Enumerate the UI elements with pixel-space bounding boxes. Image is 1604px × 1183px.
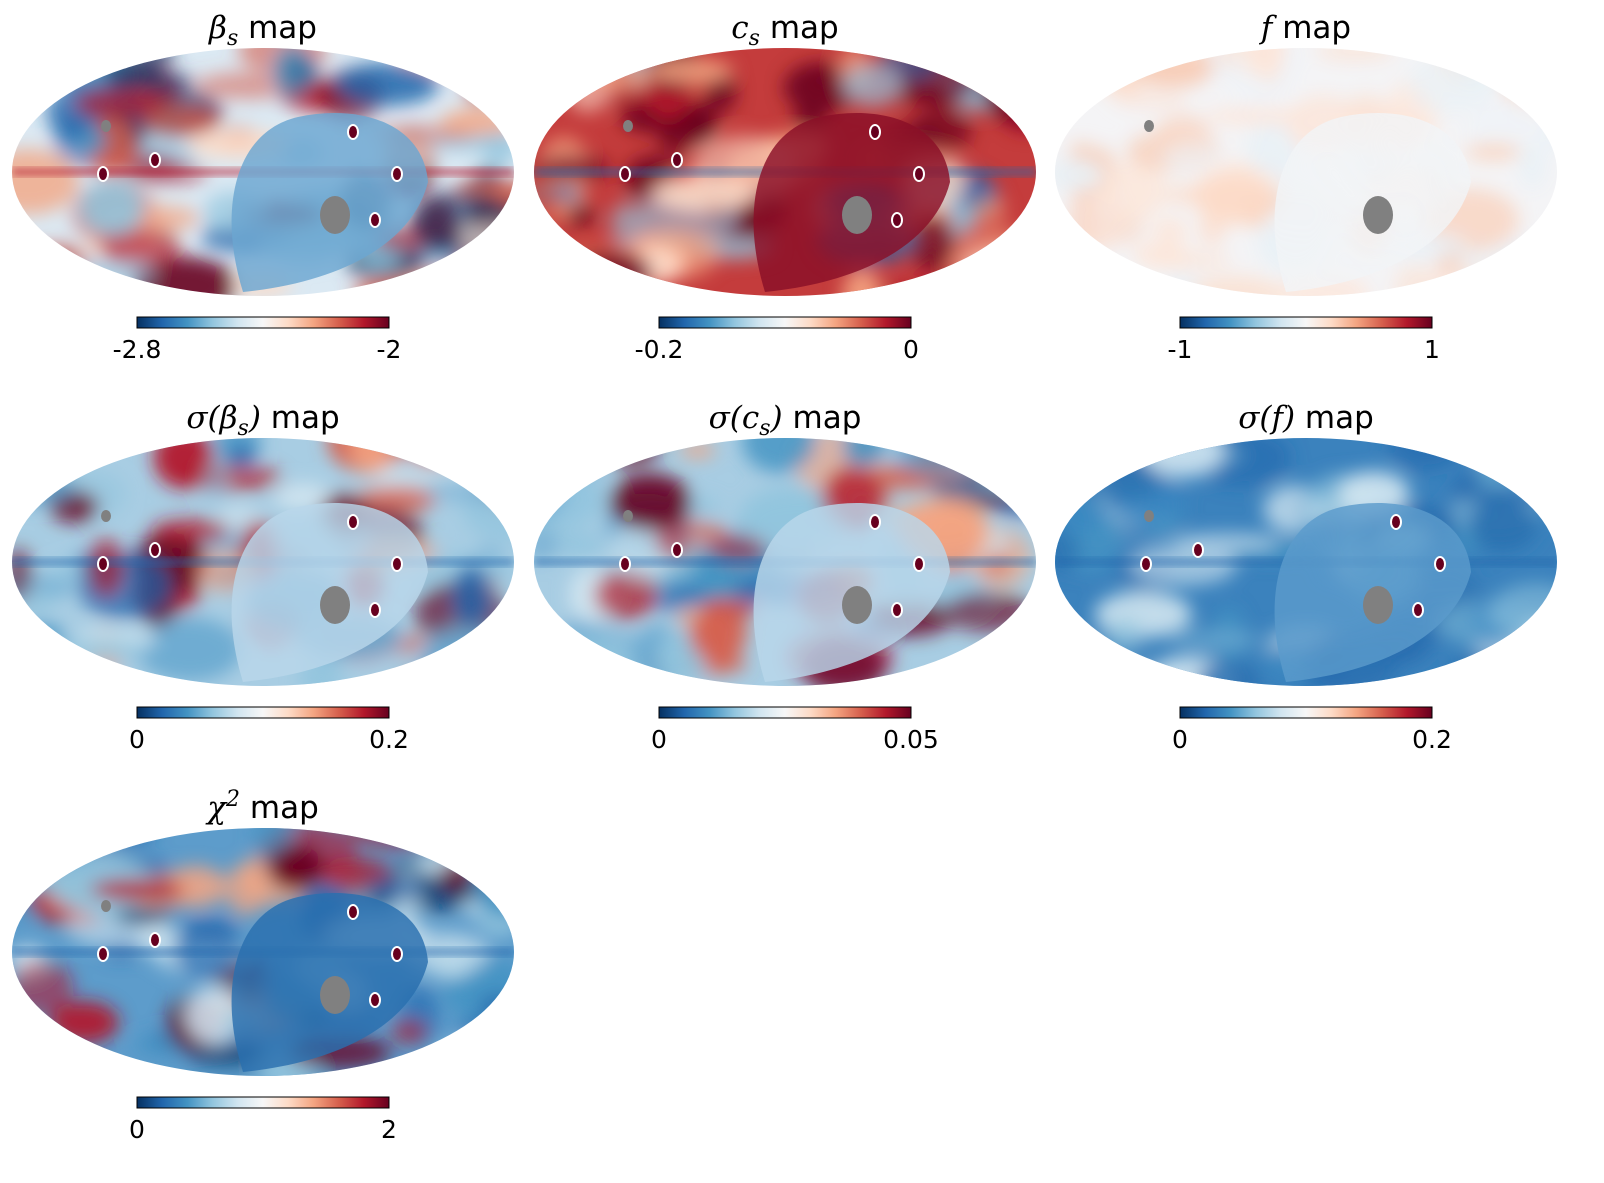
masked-region <box>320 196 350 234</box>
sky-map <box>1055 438 1557 686</box>
panel-title: σ(cs) map <box>709 400 862 441</box>
masked-region <box>842 586 872 624</box>
sky-map <box>12 828 514 1076</box>
colorbar <box>136 706 390 719</box>
masked-region-small <box>101 120 111 132</box>
colorbar-min-label: -1 <box>1168 335 1193 364</box>
panel-title: χ2 map <box>205 787 319 826</box>
panel-title: σ(f) map <box>1238 400 1374 436</box>
panel-title: f map <box>1259 10 1351 46</box>
map-panel-c_s: cs map -0.2 0 <box>534 10 1036 364</box>
masked-region-small <box>101 900 111 912</box>
panel-title: σ(βs) map <box>186 400 339 441</box>
colorbar <box>658 316 912 329</box>
panel-title: βs map <box>208 10 317 51</box>
map-panel-sigma_f: σ(f) map 0 0.2 <box>1055 400 1557 754</box>
map-panel-beta_s: βs map -2.8 -2 <box>12 10 514 364</box>
colorbar-min-label: -2.8 <box>113 335 162 364</box>
colorbar-max-label: 1 <box>1424 335 1440 364</box>
masked-region-small <box>1144 510 1154 522</box>
colorbar <box>136 316 390 329</box>
masked-region <box>1363 586 1393 624</box>
panel-title: cs map <box>731 10 838 51</box>
colorbar <box>658 706 912 719</box>
colorbar-min-label: 0 <box>651 725 667 754</box>
colorbar-max-label: -2 <box>377 335 402 364</box>
masked-region-small <box>623 120 633 132</box>
colorbar-max-label: 0 <box>903 335 919 364</box>
sky-map <box>1055 48 1557 296</box>
colorbar-max-label: 2 <box>381 1115 397 1144</box>
map-panel-chi2: χ2 map 0 2 <box>12 787 514 1144</box>
colorbar-min-label: -0.2 <box>635 335 684 364</box>
colorbar-min-label: 0 <box>129 725 145 754</box>
masked-region <box>1363 196 1393 234</box>
colorbar-max-label: 0.2 <box>1412 725 1452 754</box>
masked-region <box>320 976 350 1014</box>
sky-map <box>12 48 514 296</box>
colorbar-max-label: 0.05 <box>883 725 939 754</box>
colorbar <box>1179 706 1433 719</box>
map-panel-sigma_c_s: σ(cs) map 0 0.05 <box>534 400 1036 754</box>
sky-map <box>12 438 514 686</box>
masked-region-small <box>101 510 111 522</box>
colorbar-max-label: 0.2 <box>369 725 409 754</box>
colorbar <box>136 1096 390 1109</box>
colorbar-min-label: 0 <box>1172 725 1188 754</box>
sky-map <box>534 48 1036 296</box>
colorbar <box>1179 316 1433 329</box>
map-panel-f: f map -1 1 <box>1055 10 1557 364</box>
sky-map <box>534 438 1036 686</box>
map-panel-sigma_beta_s: σ(βs) map 0 0.2 <box>12 400 514 754</box>
masked-region-small <box>1144 120 1154 132</box>
masked-region <box>320 586 350 624</box>
masked-region <box>842 196 872 234</box>
colorbar-min-label: 0 <box>129 1115 145 1144</box>
masked-region-small <box>623 510 633 522</box>
